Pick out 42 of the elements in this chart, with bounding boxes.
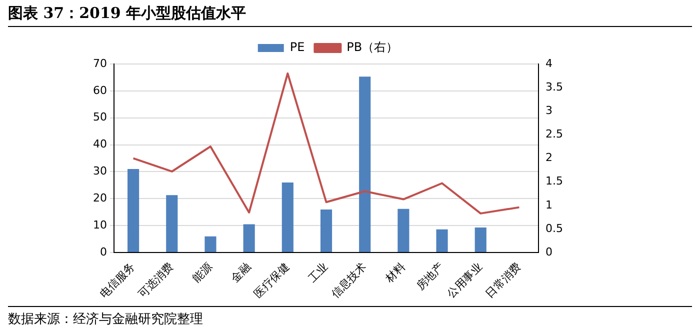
x-tick-label: 可选消费 [136, 260, 176, 301]
y2-tick-label: 1 [546, 198, 553, 212]
y-tick-label: 70 [92, 56, 107, 70]
legend-label: PB（右） [346, 40, 398, 54]
y-tick-label: 50 [92, 110, 107, 124]
chart-title: 图表 37：2019 年小型股估值水平 [8, 4, 692, 27]
bar [320, 209, 332, 252]
source-note: 数据来源：经济与金融研究院整理 [8, 306, 692, 328]
y2-tick-label: 0 [546, 245, 553, 258]
bar [436, 229, 448, 252]
bar [166, 195, 178, 252]
y-tick-label: 60 [92, 84, 107, 97]
x-tick-label: 日常消费 [483, 260, 524, 301]
x-tick-label: 医疗保健 [252, 260, 292, 301]
y-tick-label: 30 [92, 164, 107, 178]
y2-tick-label: 0.5 [546, 222, 564, 235]
y2-tick-label: 3 [546, 104, 553, 117]
y2-tick-label: 4 [546, 56, 553, 70]
y-tick-label: 0 [100, 245, 107, 258]
y2-tick-label: 1.5 [546, 174, 564, 188]
x-tick-label: 电信服务 [97, 260, 138, 301]
x-tick-label: 能源 [190, 260, 215, 286]
x-tick-label: 公用事业 [444, 260, 485, 301]
y-tick-label: 40 [92, 138, 107, 151]
bar [474, 228, 486, 252]
legend-label: PE [290, 40, 305, 54]
y2-tick-label: 2.5 [546, 128, 564, 141]
bar [243, 224, 255, 252]
bar [359, 76, 371, 252]
x-tick-label: 金融 [229, 261, 254, 286]
y-tick-label: 20 [92, 192, 107, 205]
x-tick-label: 信息技术 [328, 260, 370, 301]
x-tick-label: 工业 [306, 260, 331, 286]
x-tick-label: 房地产 [414, 260, 446, 293]
y2-tick-label: 3.5 [546, 80, 564, 94]
bar [282, 182, 294, 252]
bar [204, 236, 216, 252]
bar [128, 169, 140, 252]
y-tick-label: 10 [92, 218, 107, 232]
y2-tick-label: 2 [546, 151, 553, 164]
x-tick-label: 材料 [382, 260, 408, 286]
bar [398, 208, 410, 252]
